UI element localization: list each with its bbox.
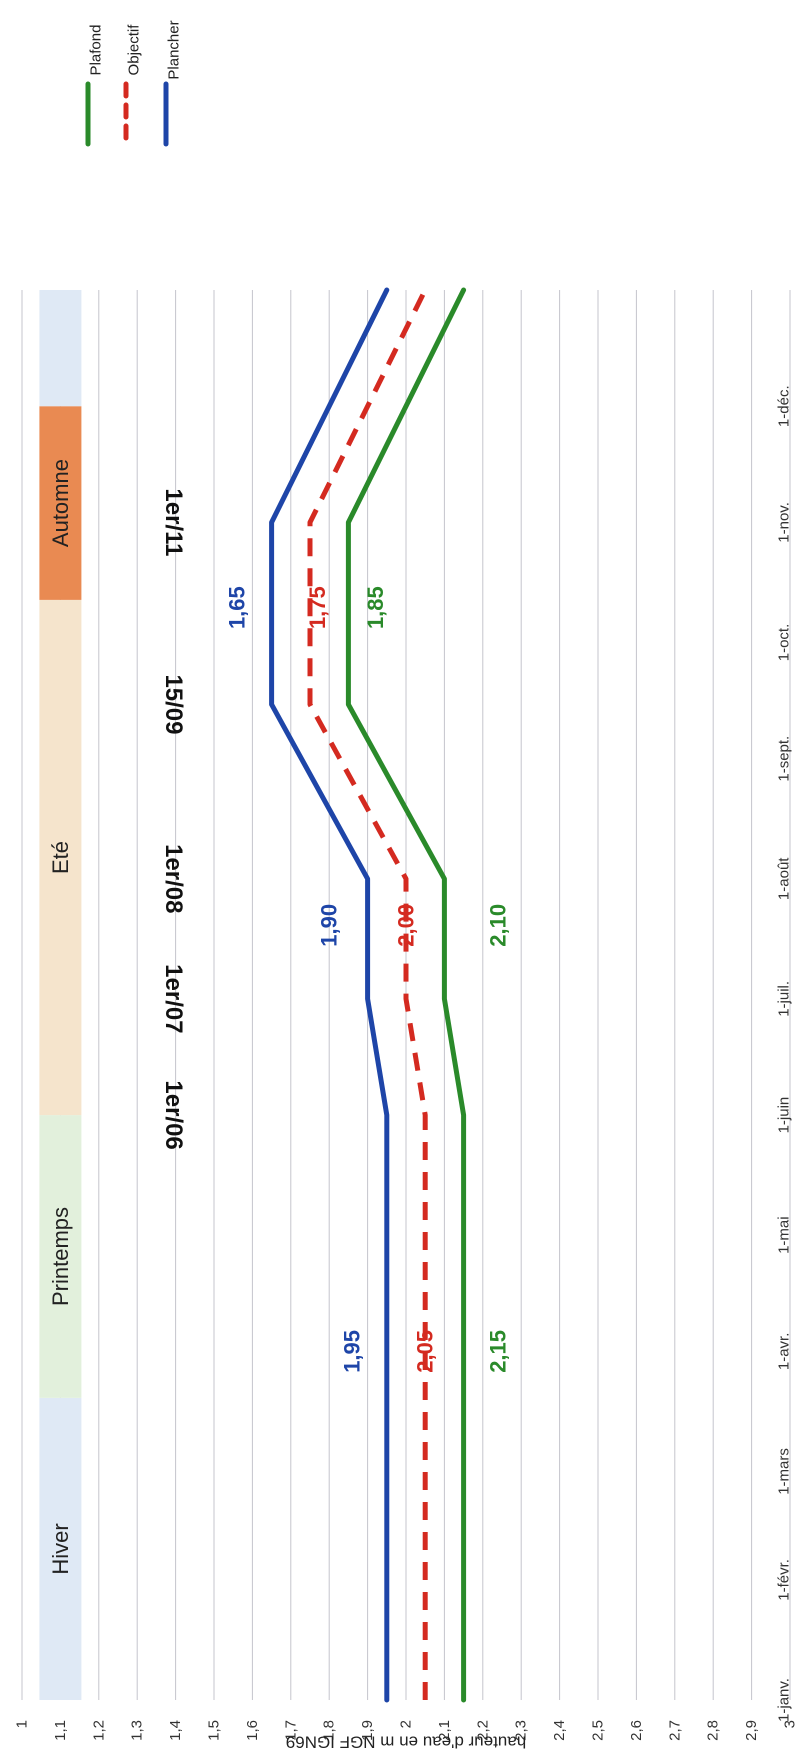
season-label: Automne (48, 459, 73, 547)
season-block (39, 599, 82, 1116)
date-annotation: 1er/07 (160, 964, 187, 1033)
y-tick-label: 1,3 (129, 1720, 146, 1741)
date-annotation: 1er/08 (160, 844, 187, 913)
date-annotation: 15/09 (160, 674, 187, 734)
value-label: 2,00 (394, 904, 419, 947)
series-lines (269, 287, 467, 1703)
value-label: 1,85 (363, 586, 388, 629)
x-tick-label: 1-janv. (776, 1678, 793, 1722)
y-tick-label: 1,7 (282, 1720, 299, 1741)
value-label: 1,65 (225, 586, 250, 629)
x-tick-label: 1-mai (776, 1216, 793, 1254)
legend-label: Objectif (126, 24, 143, 76)
x-tick-label: 1-nov. (776, 502, 793, 543)
grid-lines (21, 290, 791, 1700)
y-tick-label: 2 (398, 1720, 415, 1728)
y-tick-label: 1,9 (359, 1720, 376, 1741)
y-axis-title: hauteur d'eau en m NGF IGN69 (286, 1733, 526, 1752)
y-tick-label: 2,6 (628, 1720, 645, 1741)
y-tick-label: 3 (782, 1720, 799, 1728)
y-tick-label: 1,1 (52, 1720, 69, 1741)
date-annotations: 1er/06 1er/07 1er/08 15/09 1er/11 (160, 488, 187, 1149)
x-tick-label: 1-août (776, 857, 793, 900)
x-tick-label: 1-juin (776, 1097, 793, 1134)
y-tick-label: 2,8 (705, 1720, 722, 1741)
legend-label: Plafond (88, 25, 105, 76)
series-line (345, 287, 467, 1703)
y-tick-label: 1,8 (321, 1720, 338, 1741)
legend-label: Plancher (166, 20, 183, 79)
y-tick-label: 2,1 (436, 1720, 453, 1741)
y-tick-label: 1,4 (167, 1720, 184, 1741)
season-block (39, 406, 82, 600)
y-tick-label: 2,5 (590, 1720, 607, 1741)
series-line (269, 287, 390, 1703)
value-label: 1,95 (340, 1330, 365, 1373)
y-tick-label: 2,3 (513, 1720, 530, 1741)
value-label: 1,75 (305, 586, 330, 629)
season-label: Hiver (48, 1523, 73, 1574)
x-tick-labels: 1-janv. 1-févr. 1-mars 1-avr. 1-mai 1-juin 1-j… (776, 385, 793, 1722)
x-tick-label: 1-avr. (776, 1333, 793, 1371)
x-tick-label: 1-mars (776, 1448, 793, 1495)
x-tick-label: 1-juil. (776, 981, 793, 1017)
y-tick-labels: 1 1,1 1,2 1,3 1,4 1,5 1,6 1,7 1,8 1,9 2 2,1 2,2 2,3 2,… (14, 1720, 799, 1741)
date-annotation: 1er/06 (160, 1080, 187, 1149)
y-tick-label: 2,2 (474, 1720, 491, 1741)
value-label: 1,90 (317, 904, 342, 947)
x-tick-label: 1-févr. (776, 1559, 793, 1601)
value-label: 2,05 (413, 1330, 438, 1373)
x-tick-label: 1-sept. (776, 736, 793, 782)
season-block (39, 1115, 82, 1398)
season-block (39, 290, 82, 407)
y-tick-label: 1 (14, 1720, 31, 1728)
season-label: Eté (48, 841, 73, 874)
date-annotation: 1er/11 (160, 488, 187, 556)
y-tick-label: 1,5 (206, 1720, 223, 1741)
season-block (39, 1397, 82, 1700)
y-tick-label: 1,2 (90, 1720, 107, 1741)
x-tick-label: 1-oct. (776, 624, 793, 662)
value-label: 2,10 (486, 904, 511, 947)
series-line (307, 288, 428, 1700)
y-tick-label: 2,9 (743, 1720, 760, 1741)
y-tick-label: 2,7 (666, 1720, 683, 1741)
value-label: 2,15 (486, 1330, 511, 1373)
value-labels: 2,15 2,05 1,95 2,10 2,00 1,90 1,85 1,75 1,65 (225, 586, 511, 1373)
season-band: Hiver Printemps Eté Automne (39, 290, 82, 1700)
y-tick-label: 1,6 (244, 1720, 261, 1741)
x-tick-label: 1-déc. (776, 385, 793, 427)
y-tick-label: 2,4 (551, 1720, 568, 1741)
season-label: Printemps (48, 1207, 73, 1306)
legend: Plafond Objectif Plancher (85, 20, 183, 147)
